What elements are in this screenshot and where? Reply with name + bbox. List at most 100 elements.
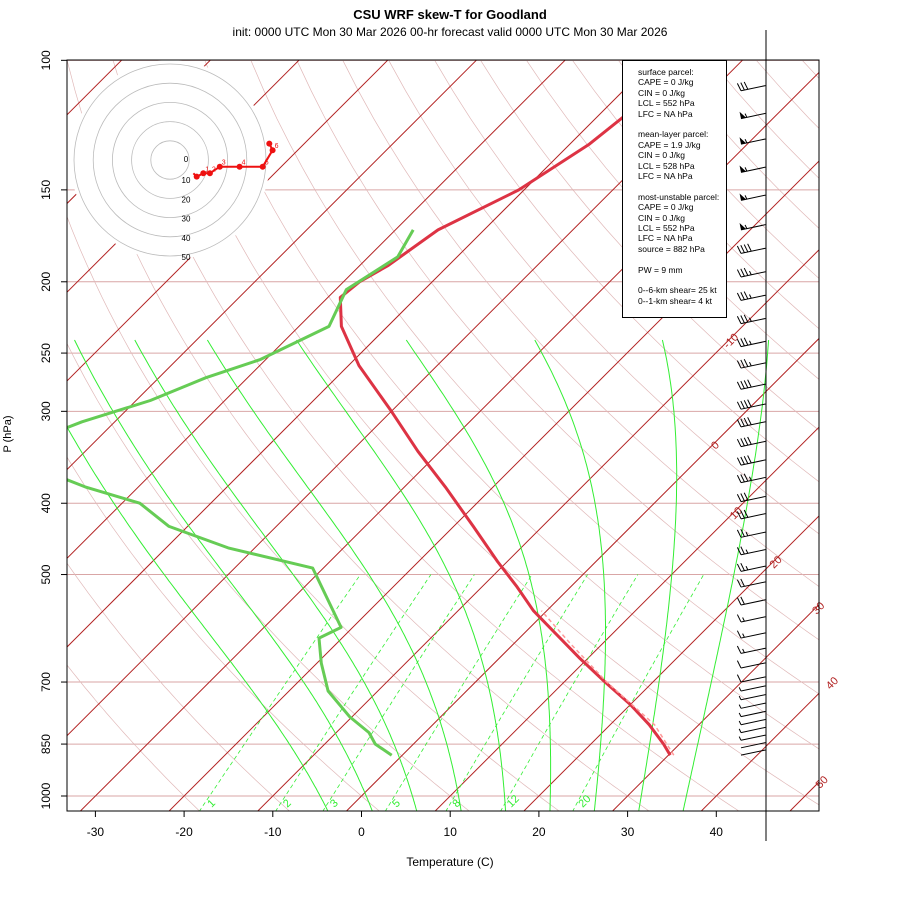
wind-barb-flag (736, 245, 742, 254)
wind-barb-pennant (739, 193, 746, 201)
wind-barb (740, 749, 766, 756)
wind-barb-half-flag (738, 695, 742, 701)
wind-barb (736, 546, 766, 556)
y-tick-label: 500 (39, 564, 53, 584)
wind-barb-flag (740, 338, 745, 347)
wind-barb-shaft (740, 749, 766, 756)
y-tick-label: 850 (39, 734, 53, 754)
wind-barb-half-flag (745, 549, 749, 554)
wind-barb-flag (743, 400, 749, 408)
dry-adiabat (526, 60, 819, 380)
isotherm-label: 40 (824, 675, 841, 692)
wind-barb-half-flag (749, 476, 752, 481)
wind-barb-shaft (740, 685, 766, 692)
y-tick-label: 150 (39, 180, 53, 200)
wind-barb-flag (740, 438, 745, 447)
hodograph-ring (92, 82, 248, 238)
wind-barb-flag (736, 529, 742, 538)
mixing-ratio-line (572, 574, 705, 811)
wind-barb (738, 694, 766, 701)
isotherm-label: 20 (768, 554, 785, 571)
dry-adiabat (67, 60, 650, 811)
wind-barb-shaft (740, 495, 766, 503)
mixing-ratio-lines (199, 574, 705, 811)
wind-barb-pennant (739, 137, 746, 145)
wind-barb-half-flag (749, 270, 752, 275)
x-tick-label: -30 (87, 825, 105, 839)
hodograph-point (216, 163, 223, 170)
wind-barb-flag (743, 314, 749, 323)
mixing-ratio-line (199, 574, 361, 811)
wind-barb (736, 455, 766, 466)
isotherm-line (878, 60, 900, 811)
wind-barb-flag (736, 360, 742, 369)
wind-barb-shaft (740, 632, 766, 639)
wind-barb-shaft (740, 702, 766, 709)
wind-barb-shaft (740, 694, 766, 701)
wind-barb (736, 314, 766, 325)
hodograph-point (236, 163, 243, 170)
wind-barb-flag (736, 292, 742, 301)
surface-lfc: LFC = NA hPa (638, 108, 693, 119)
wind-barb (736, 614, 766, 623)
isotherm-line (168, 160, 819, 811)
wind-barb-pennant (739, 165, 746, 173)
wind-barb (736, 337, 766, 348)
mixing-ratio-line (384, 574, 533, 811)
parcel-trace (540, 610, 675, 756)
unstable-source: source = 882 hPa (638, 243, 705, 254)
wind-barb-half-flag (742, 633, 745, 638)
x-tick-label: 40 (710, 825, 724, 839)
wind-barb (736, 562, 766, 572)
wind-barb-half-flag (744, 195, 748, 200)
moist-adiabat (405, 339, 552, 811)
isotherm-line (67, 60, 655, 648)
wind-barb-shaft (740, 719, 766, 726)
wind-barb-half-flag (738, 736, 742, 741)
hodograph-point (269, 147, 276, 154)
wind-barb-flag (736, 419, 742, 428)
wind-barb (736, 509, 766, 520)
wind-barb-shaft (740, 531, 766, 538)
wind-barb-flag (736, 438, 742, 447)
wind-barb-shaft (740, 565, 766, 572)
mixing-ratio-label: 1 (205, 797, 218, 810)
wind-barb-flag (736, 381, 742, 390)
wind-barb-flag (736, 660, 742, 669)
mixed-lfc: LFC = NA hPa (638, 171, 693, 182)
wind-barb (736, 596, 766, 606)
chart-title: CSU WRF skew-T for Goodland (353, 7, 547, 22)
mixing-ratio-line (445, 574, 588, 811)
wind-barb-flag (743, 337, 749, 346)
wind-barb-flag (740, 418, 745, 427)
hodograph-level-label: 2 (212, 166, 216, 173)
wind-barb-shaft (740, 662, 766, 669)
wind-barb (736, 358, 766, 369)
wind-barb-flag (740, 510, 745, 519)
wind-barb (739, 193, 766, 201)
isotherm-lines (67, 60, 900, 811)
hodograph-point (206, 170, 213, 177)
wind-barb (738, 710, 766, 718)
wind-barb-shaft (740, 317, 766, 325)
wind-barb (736, 81, 766, 92)
wind-barb (736, 267, 766, 278)
dry-adiabat (67, 562, 290, 811)
wind-barb-shaft (740, 710, 766, 718)
wind-barb-flag (747, 399, 752, 408)
hodograph-ring (150, 140, 190, 180)
surface-parcel-block: surface parcel: CAPE = 0 J/kg CIN = 0 J/… (638, 67, 722, 119)
x-tick-label: -10 (264, 825, 282, 839)
x-tick-label: 30 (621, 825, 635, 839)
wind-barb (736, 379, 766, 390)
wind-barb-shaft (740, 383, 766, 390)
wind-barb-shaft (740, 403, 766, 410)
wind-barb-flag (743, 492, 749, 501)
wind-barb-flag (740, 546, 745, 555)
mixing-ratio-label: 2 (281, 797, 294, 810)
wind-barb-half-flag (744, 167, 748, 172)
dry-adiabat (388, 60, 819, 535)
wind-barb-pennant (739, 223, 746, 230)
wind-barb-shaft (740, 549, 766, 556)
